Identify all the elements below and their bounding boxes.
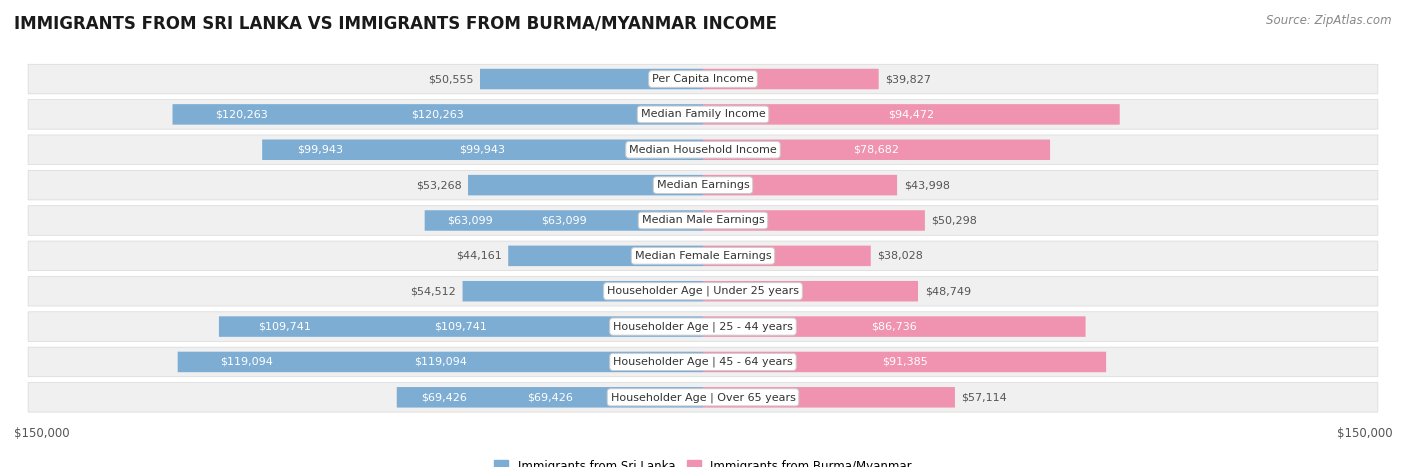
- FancyBboxPatch shape: [703, 387, 955, 408]
- Text: $53,268: $53,268: [416, 180, 461, 190]
- FancyBboxPatch shape: [177, 352, 703, 372]
- Text: $57,114: $57,114: [962, 392, 1007, 402]
- Text: IMMIGRANTS FROM SRI LANKA VS IMMIGRANTS FROM BURMA/MYANMAR INCOME: IMMIGRANTS FROM SRI LANKA VS IMMIGRANTS …: [14, 14, 778, 32]
- FancyBboxPatch shape: [262, 140, 703, 160]
- FancyBboxPatch shape: [28, 135, 1378, 164]
- Text: Median Earnings: Median Earnings: [657, 180, 749, 190]
- Text: $99,943: $99,943: [460, 145, 506, 155]
- Text: $94,472: $94,472: [889, 109, 935, 120]
- Text: Median Family Income: Median Family Income: [641, 109, 765, 120]
- Text: $38,028: $38,028: [877, 251, 924, 261]
- FancyBboxPatch shape: [703, 104, 1119, 125]
- FancyBboxPatch shape: [28, 205, 1378, 235]
- Text: Householder Age | Over 65 years: Householder Age | Over 65 years: [610, 392, 796, 403]
- Text: $54,512: $54,512: [411, 286, 456, 296]
- Text: Median Household Income: Median Household Income: [628, 145, 778, 155]
- FancyBboxPatch shape: [468, 175, 703, 195]
- Text: $48,749: $48,749: [925, 286, 970, 296]
- Text: $99,943: $99,943: [298, 145, 343, 155]
- Text: Median Male Earnings: Median Male Earnings: [641, 215, 765, 226]
- Legend: Immigrants from Sri Lanka, Immigrants from Burma/Myanmar: Immigrants from Sri Lanka, Immigrants fr…: [494, 460, 912, 467]
- Text: $43,998: $43,998: [904, 180, 949, 190]
- FancyBboxPatch shape: [703, 281, 918, 302]
- Text: $91,385: $91,385: [882, 357, 928, 367]
- FancyBboxPatch shape: [703, 69, 879, 89]
- Text: $86,736: $86,736: [872, 322, 917, 332]
- Text: $78,682: $78,682: [853, 145, 900, 155]
- Text: $69,426: $69,426: [527, 392, 572, 402]
- Text: Householder Age | Under 25 years: Householder Age | Under 25 years: [607, 286, 799, 297]
- FancyBboxPatch shape: [508, 246, 703, 266]
- FancyBboxPatch shape: [479, 69, 703, 89]
- Text: $120,263: $120,263: [215, 109, 267, 120]
- Text: Source: ZipAtlas.com: Source: ZipAtlas.com: [1267, 14, 1392, 27]
- FancyBboxPatch shape: [28, 170, 1378, 200]
- FancyBboxPatch shape: [219, 316, 703, 337]
- Text: $50,298: $50,298: [932, 215, 977, 226]
- Text: $109,741: $109,741: [434, 322, 488, 332]
- Text: $109,741: $109,741: [257, 322, 311, 332]
- Text: $63,099: $63,099: [541, 215, 586, 226]
- FancyBboxPatch shape: [28, 99, 1378, 129]
- Text: $119,094: $119,094: [219, 357, 273, 367]
- FancyBboxPatch shape: [396, 387, 703, 408]
- Text: Householder Age | 45 - 64 years: Householder Age | 45 - 64 years: [613, 357, 793, 367]
- Text: $120,263: $120,263: [412, 109, 464, 120]
- FancyBboxPatch shape: [703, 210, 925, 231]
- Text: $119,094: $119,094: [413, 357, 467, 367]
- FancyBboxPatch shape: [703, 175, 897, 195]
- Text: $50,555: $50,555: [427, 74, 474, 84]
- FancyBboxPatch shape: [28, 382, 1378, 412]
- Text: $63,099: $63,099: [447, 215, 492, 226]
- FancyBboxPatch shape: [28, 347, 1378, 377]
- FancyBboxPatch shape: [703, 316, 1085, 337]
- Text: Per Capita Income: Per Capita Income: [652, 74, 754, 84]
- FancyBboxPatch shape: [28, 64, 1378, 94]
- FancyBboxPatch shape: [703, 352, 1107, 372]
- FancyBboxPatch shape: [173, 104, 703, 125]
- Text: $39,827: $39,827: [886, 74, 931, 84]
- FancyBboxPatch shape: [703, 140, 1050, 160]
- FancyBboxPatch shape: [703, 246, 870, 266]
- Text: Median Female Earnings: Median Female Earnings: [634, 251, 772, 261]
- FancyBboxPatch shape: [28, 276, 1378, 306]
- FancyBboxPatch shape: [28, 241, 1378, 271]
- Text: Householder Age | 25 - 44 years: Householder Age | 25 - 44 years: [613, 321, 793, 332]
- FancyBboxPatch shape: [463, 281, 703, 302]
- Text: $44,161: $44,161: [456, 251, 502, 261]
- FancyBboxPatch shape: [28, 312, 1378, 341]
- Text: $69,426: $69,426: [422, 392, 467, 402]
- FancyBboxPatch shape: [425, 210, 703, 231]
